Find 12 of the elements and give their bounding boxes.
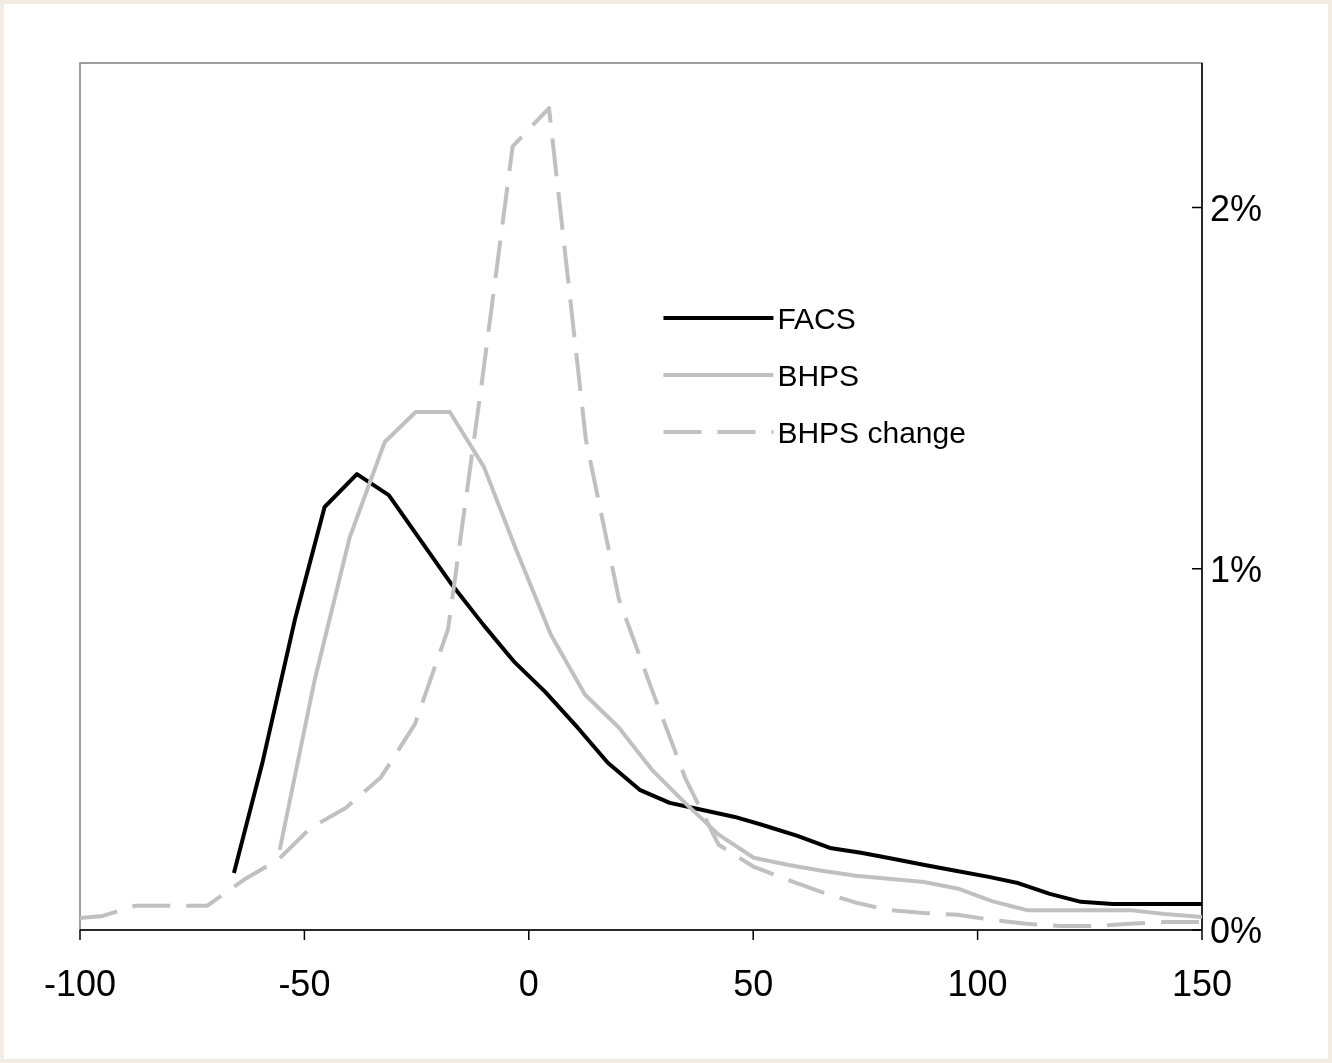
x-tick-label: 0 bbox=[518, 963, 539, 1004]
x-tick-label: 100 bbox=[947, 963, 1008, 1004]
y-tick-label: 1% bbox=[1210, 548, 1263, 590]
y-tick-label: 0% bbox=[1210, 910, 1263, 951]
x-tick-label: 150 bbox=[1171, 963, 1233, 1004]
y-tick-label: 2% bbox=[1210, 187, 1263, 229]
legend-label: BHPS change bbox=[777, 416, 966, 449]
x-tick-label: -100 bbox=[43, 963, 117, 1004]
legend-label: FACS bbox=[777, 302, 856, 335]
x-tick-label: -50 bbox=[278, 963, 331, 1004]
legend-label: BHPS bbox=[777, 359, 860, 392]
x-tick-label: 50 bbox=[733, 963, 774, 1004]
